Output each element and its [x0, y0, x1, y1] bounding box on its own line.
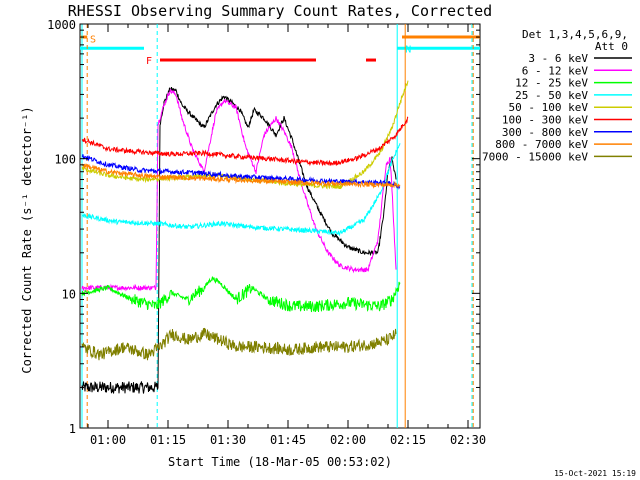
legend-title: Att 0 — [595, 40, 628, 53]
legend-title: Det 1,3,4,5,6,9, — [522, 28, 628, 41]
legend-label: 12 - 25 keV — [515, 77, 588, 90]
x-axis-label: Start Time (18-Mar-05 00:53:02) — [168, 455, 392, 469]
y-axis-label: Corrected Count Rate (s⁻¹ detector⁻¹) — [20, 106, 34, 373]
legend-label: 25 - 50 keV — [515, 89, 588, 102]
series-line — [81, 88, 397, 292]
legend-label: 7000 - 15000 keV — [482, 150, 588, 163]
x-tick-label: 02:00 — [330, 433, 366, 447]
flag-label: F — [146, 56, 152, 67]
y-tick-label: 100 — [54, 153, 76, 167]
series-line — [81, 154, 401, 190]
chart-title: RHESSI Observing Summary Count Rates, Co… — [68, 2, 492, 20]
legend-label: 100 - 300 keV — [502, 114, 588, 127]
x-tick-label: 01:15 — [150, 433, 186, 447]
legend-label: 6 - 12 keV — [522, 64, 589, 77]
plot-frame — [79, 23, 481, 429]
series-line — [81, 143, 401, 237]
legend-label: 50 - 100 keV — [509, 101, 589, 114]
flag-bars: S N F — [80, 34, 480, 67]
y-tick-label: 1000 — [47, 18, 76, 32]
series-line — [81, 86, 397, 394]
flag-label: S — [90, 34, 96, 45]
x-tick-label: 01:30 — [210, 433, 246, 447]
vertical-markers — [81, 24, 474, 428]
x-tick-label: 02:30 — [450, 433, 486, 447]
series-line — [81, 327, 397, 361]
legend-label: 3 - 6 keV — [528, 52, 588, 65]
y-tick-label: 1 — [69, 422, 76, 436]
footer-date: 15-Oct-2021 15:19 — [554, 469, 636, 478]
x-tick-label: 02:15 — [390, 433, 426, 447]
axes: 01:00 01:15 01:30 01:45 02:00 02:15 02:30 1 10 10… — [47, 18, 486, 447]
series-line — [81, 276, 401, 313]
series-lines — [81, 80, 409, 394]
series-line — [81, 116, 409, 167]
legend-label: 800 - 7000 keV — [495, 138, 588, 151]
plot-area — [79, 23, 481, 429]
y-tick-label: 10 — [62, 287, 76, 301]
flag-label: N — [405, 44, 411, 55]
series-line — [81, 163, 401, 189]
legend-label: 300 - 800 keV — [502, 126, 588, 139]
x-tick-label: 01:00 — [90, 433, 126, 447]
x-tick-label: 01:45 — [270, 433, 306, 447]
